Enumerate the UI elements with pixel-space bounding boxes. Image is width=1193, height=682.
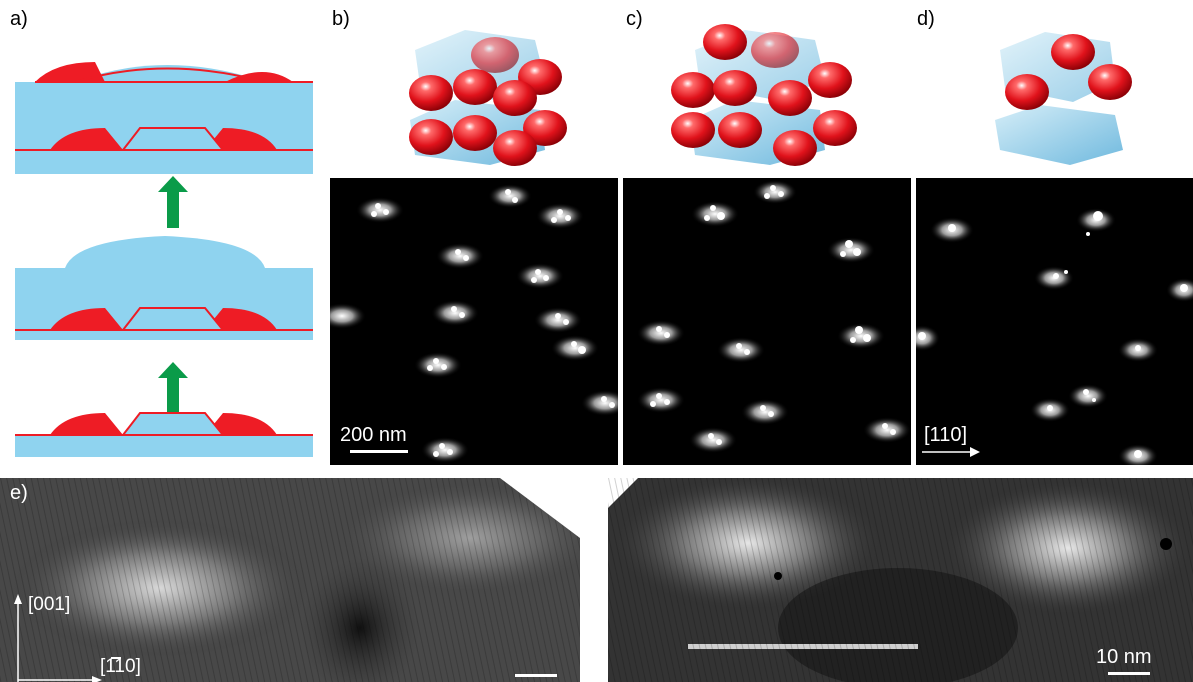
panel-label-d: d): [917, 8, 935, 30]
direction-label-110-bar: [110]: [100, 656, 141, 678]
model-c-3d: [671, 24, 857, 166]
schematic-step-3: [15, 62, 313, 174]
afm-image-d: [110]: [916, 178, 1193, 465]
scale-bar-stm-right: [1108, 672, 1150, 675]
panel-label-b: b): [332, 8, 350, 30]
arrow-up-icon: [158, 176, 188, 228]
direction-label-110: [110]: [924, 424, 967, 446]
schematic-step-1: [15, 412, 313, 457]
model-d-3d: [995, 32, 1132, 165]
model-b-3d: [409, 30, 567, 166]
scale-bar-label-stm: 10 nm: [1096, 646, 1152, 668]
direction-label-110-text: [110]: [100, 656, 141, 677]
panel-label-a: a): [10, 8, 28, 30]
scale-bar-stm-left: [515, 674, 557, 677]
afm-image-b: 200 nm: [330, 178, 618, 465]
arrow-right-icon: [922, 447, 980, 457]
scale-bar-label-afm: 200 nm: [340, 424, 407, 446]
overbar-icon: [111, 657, 121, 659]
stm-image-e-right: 10 nm: [608, 478, 1193, 682]
stm-image-e-left: e) [001] [110]: [0, 478, 580, 682]
arrow-up-icon: [158, 362, 188, 412]
direction-label-001: [001]: [28, 594, 71, 615]
panel-label-e: e): [10, 482, 28, 504]
schematic-step-2: [15, 236, 313, 340]
axis-arrows-icon: [14, 594, 102, 682]
afm-image-c: [623, 178, 911, 465]
panel-label-c: c): [626, 8, 643, 30]
scale-bar-afm: [350, 450, 408, 453]
panel-a-schematic: [15, 62, 313, 457]
